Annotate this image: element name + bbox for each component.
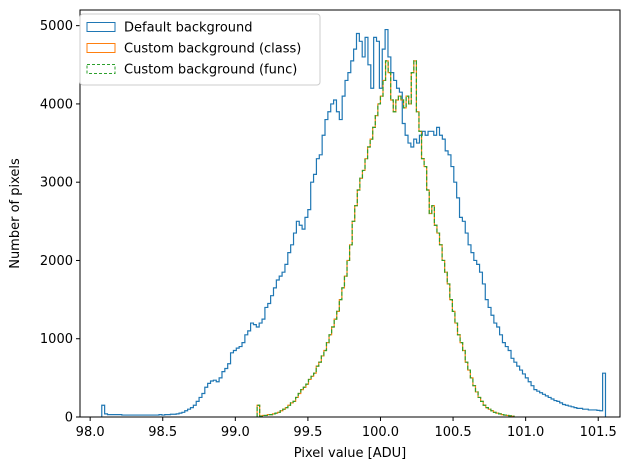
y-tick-label: 1000 — [40, 332, 73, 347]
series-line-1 — [101, 28, 607, 417]
plot-frame — [79, 9, 621, 418]
x-tick-label: 99.5 — [293, 425, 322, 440]
x-axis-label: Pixel value [ADU] — [294, 446, 406, 461]
legend-label: Default background — [124, 21, 253, 36]
y-tick-label: 2000 — [40, 254, 73, 269]
x-tick-label: 101.0 — [507, 425, 544, 440]
x-tick-label: 99.0 — [221, 425, 250, 440]
legend-label: Custom background (func) — [124, 63, 297, 78]
legend: Default background Custom background (cla… — [79, 13, 321, 86]
y-tick-label: 0 — [65, 411, 73, 426]
legend-swatch — [86, 43, 116, 53]
legend-swatch — [86, 22, 116, 32]
x-tick-label: 98.5 — [148, 425, 177, 440]
x-tick-label: 100.5 — [434, 425, 471, 440]
y-axis-label: Number of pixels — [8, 158, 23, 269]
legend-swatch — [86, 64, 116, 74]
legend-label: Custom background (class) — [124, 42, 301, 57]
y-tick-label: 3000 — [40, 176, 73, 191]
series-line-3 — [256, 60, 515, 417]
x-tick-label: 101.5 — [580, 425, 617, 440]
y-axis-ticks: 0 1000 2000 3000 4000 5000 — [40, 19, 80, 426]
legend-box — [79, 13, 321, 86]
series-line-2 — [256, 60, 515, 417]
series-layer — [101, 28, 607, 417]
x-tick-label: 100.0 — [362, 425, 399, 440]
x-tick-label: 98.0 — [76, 425, 105, 440]
y-tick-label: 5000 — [40, 19, 73, 34]
y-tick-label: 4000 — [40, 97, 73, 112]
x-axis-ticks: 98.0 98.5 99.0 99.5 100.0 100.5 101.0 101.5 — [76, 417, 617, 440]
